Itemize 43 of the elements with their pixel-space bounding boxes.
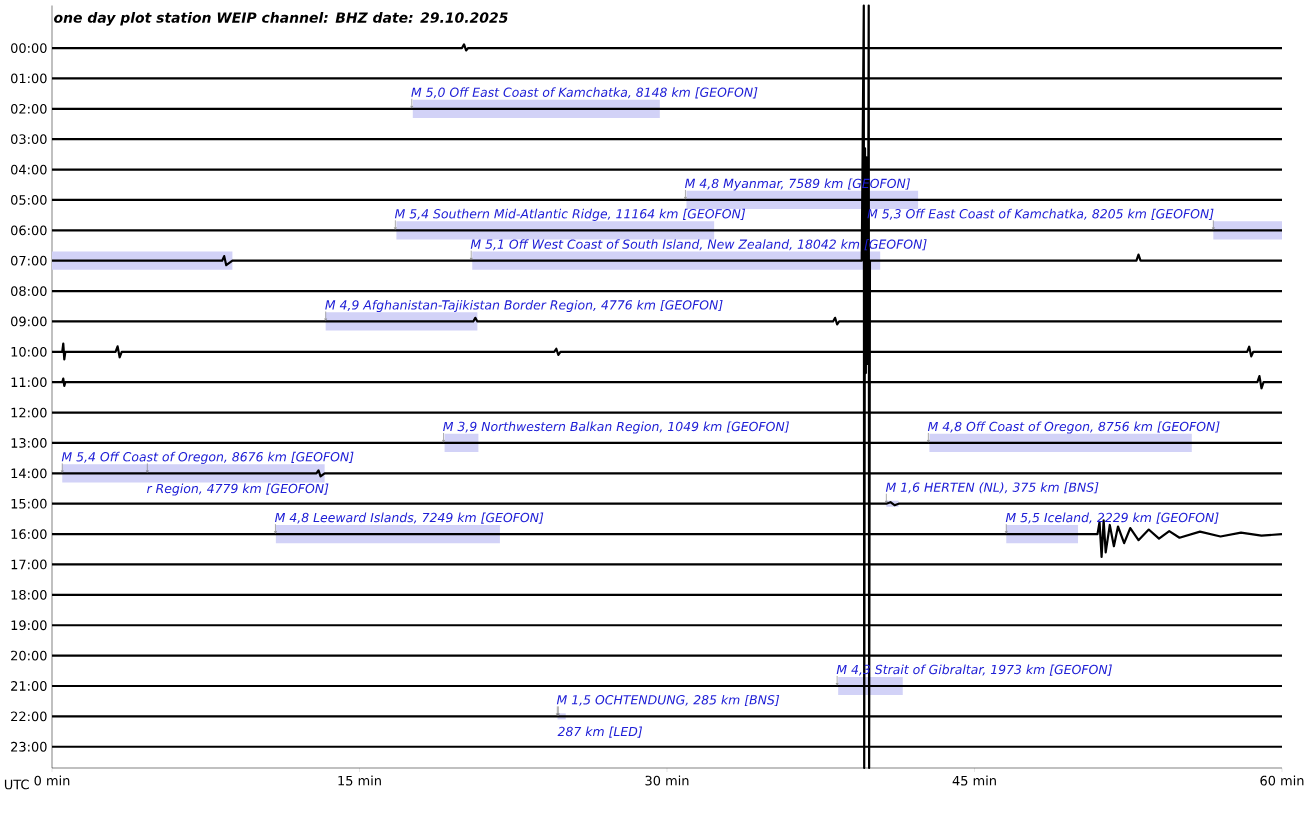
chart-title: one day plot station WEIP channel: BHZ date: 29.10.2025 [54,12,508,26]
y-axis-title: UTC [4,779,29,790]
y-tick-label: 06:00 [11,225,47,236]
annotation: 287 km [LED] [557,726,643,738]
y-tick-label: 15:00 [11,498,47,509]
y-tick-label: 18:00 [11,589,47,600]
y-tick-label: 11:00 [11,377,47,388]
y-tick-label: 09:00 [11,316,47,327]
y-tick-label: 22:00 [11,711,47,722]
annotation: M 4,8 Off Coast of Oregon, 8756 km [GEOFON] [927,421,1220,434]
y-tick-label: 08:00 [11,286,47,296]
y-tick-label: 13:00 [11,438,47,448]
annotation: M 1,6 HERTEN (NL), 375 km [BNS] [885,482,1099,494]
y-tick-label: 17:00 [11,559,47,570]
annotation: M 4,9 Afghanistan-Tajikistan Border Region, 4776 km [GEOFON] [325,299,723,313]
annotation: M 5,4 Off Coast of Oregon, 8676 km [GEOFON] [61,451,354,464]
y-tick-label: 05:00 [11,195,47,205]
y-tick-label: 23:00 [11,741,47,752]
x-tick-label: 15 min [338,775,381,786]
annotation: M 1,5 OCHTENDUNG, 285 km [BNS] [556,694,780,707]
y-tick-label: 00:00 [11,43,47,53]
y-tick-label: 03:00 [11,134,47,145]
annotation: M 5,5 Iceland, 2229 km [GEOFON] [1005,512,1219,524]
x-tick-label: 30 min [645,775,689,786]
annotation: M 5,4 Southern Mid-Atlantic Ridge, 11164 km [GEOFON] [394,208,746,221]
annotation: M 3,9 Northwestern Balkan Region, 1049 km [GEOFON] [443,421,789,434]
y-tick-label: 07:00 [11,255,47,266]
x-tick-label: 0 min [34,775,70,786]
x-tick-label: 45 min [952,775,996,786]
annotation: r Region, 4779 km [GEOFON] [146,483,329,496]
y-tick-label: 20:00 [11,650,47,661]
y-tick-label: 14:00 [11,468,47,479]
y-tick-label: 16:00 [11,529,47,539]
y-tick-label: 01:00 [11,73,47,84]
y-tick-label: 10:00 [11,346,47,357]
y-tick-label: 12:00 [11,407,47,418]
y-tick-label: 19:00 [11,620,47,631]
annotation: M 4,8 Leeward Islands, 7249 km [GEOFON] [274,512,544,524]
y-tick-label: 21:00 [11,681,47,691]
y-tick-label: 04:00 [11,164,47,175]
y-tick-label: 02:00 [11,103,47,114]
x-tick-label: 60 min [1260,775,1304,786]
annotation: M 5,0 Off East Coast of Kamchatka, 8148 km [GEOFON] [411,87,758,99]
